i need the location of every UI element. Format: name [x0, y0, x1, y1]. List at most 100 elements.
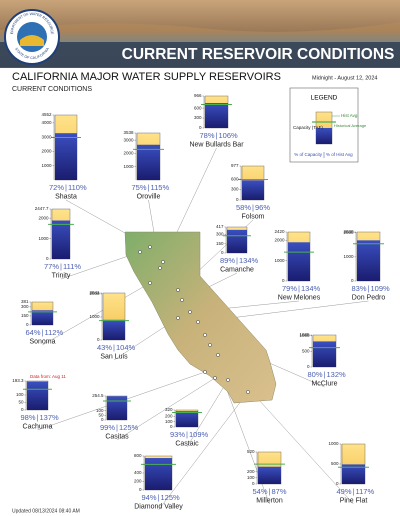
- y-tick-label: 500: [302, 349, 310, 354]
- y-tick-label: 0: [282, 278, 285, 283]
- storage-bar: [258, 466, 281, 484]
- y-tick-label: 200: [247, 469, 255, 474]
- pct-hist-avg: 104%: [116, 343, 136, 352]
- pct-hist-avg: 96%: [255, 203, 270, 212]
- y-tick-label: 0: [21, 407, 24, 412]
- map-dot: [188, 310, 192, 314]
- reservoir-name: Cachuma: [23, 423, 53, 430]
- y-tick-label: 2447.7: [35, 206, 49, 211]
- reservoir-name: Don Pedro: [352, 294, 386, 301]
- storage-bar: [137, 144, 160, 180]
- storage-bar: [205, 103, 228, 128]
- reservoir-name: Folsom: [242, 213, 265, 220]
- storage-bar: [32, 310, 53, 325]
- pct-capacity: 89%: [220, 256, 235, 265]
- pct-capacity: 78%: [199, 131, 214, 140]
- storage-bar: [313, 341, 336, 367]
- legend-title: LEGEND: [311, 95, 338, 102]
- y-tick-label: 1000: [299, 333, 310, 338]
- map-dot: [208, 343, 212, 347]
- y-tick-label: 966: [194, 93, 202, 98]
- reservoir-name: Camanche: [220, 266, 254, 273]
- y-tick-label: 2000: [89, 291, 100, 296]
- pct-hist-avg: 137%: [40, 413, 60, 422]
- legend-pct-hist-avg: % of Hist Avg: [326, 152, 353, 157]
- pct-hist-avg: 109%: [371, 284, 391, 293]
- y-tick-label: 193.3: [12, 378, 24, 383]
- y-tick-label: 520: [247, 449, 255, 454]
- data-note: Data from: Aug 11: [30, 374, 66, 379]
- y-tick-label: 0: [139, 487, 142, 492]
- storage-bar: [27, 381, 48, 410]
- pct-hist-avg: 111%: [63, 262, 81, 271]
- banner-title: CURRENT RESERVOIR CONDITIONS: [122, 46, 395, 63]
- reservoir-name: Casitas: [105, 433, 129, 440]
- y-tick-label: 2000: [123, 151, 134, 156]
- legend-pct-capacity: % of Capacity: [294, 152, 323, 157]
- map-dot: [148, 245, 152, 249]
- y-tick-label: 254.5: [92, 393, 104, 398]
- leader-line: [186, 379, 229, 448]
- pct-capacity: 54%: [252, 487, 267, 496]
- y-tick-label: 977: [231, 163, 239, 168]
- y-tick-label: 1000: [328, 441, 339, 446]
- y-tick-label: 100: [96, 408, 104, 413]
- pct-capacity: 94%: [141, 493, 156, 502]
- leader-line: [158, 391, 249, 511]
- storage-bar: [52, 220, 70, 259]
- pct-hist-avg: 112%: [45, 328, 64, 337]
- y-tick-label: 2000: [38, 215, 49, 220]
- y-tick-label: 0: [351, 278, 354, 283]
- map-dot: [203, 333, 207, 337]
- y-tick-label: 500: [331, 461, 339, 466]
- legend-hist-avg: Hist Avg: [341, 113, 358, 118]
- y-tick-label: 0: [199, 125, 202, 130]
- pct-capacity: 49%: [336, 487, 351, 496]
- y-tick-label: 1000: [123, 164, 134, 169]
- y-tick-label: 200: [134, 479, 142, 484]
- map-dot: [161, 260, 165, 264]
- pct-hist-avg: 125%: [119, 423, 139, 432]
- leader-line: [42, 282, 151, 346]
- map-dots: [138, 245, 250, 394]
- y-tick-label: 100: [16, 392, 24, 397]
- storage-bar: [242, 180, 264, 200]
- pct-capacity: 98%: [20, 413, 35, 422]
- y-tick-label: 1000: [89, 314, 100, 319]
- y-tick-label: 0: [46, 256, 49, 261]
- legend-historical-average: Historical Average: [334, 123, 367, 128]
- map-dot: [203, 370, 207, 374]
- reservoir-name: San Luis: [100, 353, 128, 360]
- reservoir-name: New Melones: [278, 294, 321, 301]
- y-tick-label: 1025: [299, 332, 310, 337]
- map-dot: [158, 266, 162, 270]
- pct-capacity: 79%: [282, 284, 297, 293]
- map-dot: [213, 376, 217, 380]
- y-tick-label: 2420: [274, 229, 285, 234]
- pct-hist-avg: 87%: [272, 487, 287, 496]
- y-tick-label: 1000: [343, 254, 354, 259]
- storage-bar: [288, 242, 310, 281]
- california-map: [124, 231, 277, 404]
- y-tick-label: 4552: [41, 112, 52, 117]
- pct-capacity: 77%: [44, 262, 59, 271]
- y-tick-label: 1000: [41, 163, 52, 168]
- y-tick-label: 150: [216, 241, 224, 246]
- pct-capacity: 43%: [97, 343, 112, 352]
- pct-hist-avg: 134%: [239, 256, 259, 265]
- y-tick-label: 800: [134, 453, 142, 458]
- y-tick-label: 50: [18, 400, 24, 405]
- pct-capacity: 58%: [236, 203, 251, 212]
- pct-capacity: 80%: [307, 370, 322, 379]
- map-dot: [216, 353, 220, 357]
- y-tick-label: 0: [252, 481, 255, 486]
- y-tick-label: 0: [170, 424, 173, 429]
- y-tick-label: 3000: [41, 134, 52, 139]
- y-tick-label: 1000: [38, 236, 49, 241]
- y-tick-label: 0: [97, 337, 100, 342]
- date: Midnight - August 12, 2024: [312, 75, 377, 81]
- y-tick-label: 381: [21, 299, 29, 304]
- pct-capacity: 64%: [25, 328, 40, 337]
- y-tick-label: 2000: [274, 238, 285, 243]
- pct-capacity: 99%: [100, 423, 115, 432]
